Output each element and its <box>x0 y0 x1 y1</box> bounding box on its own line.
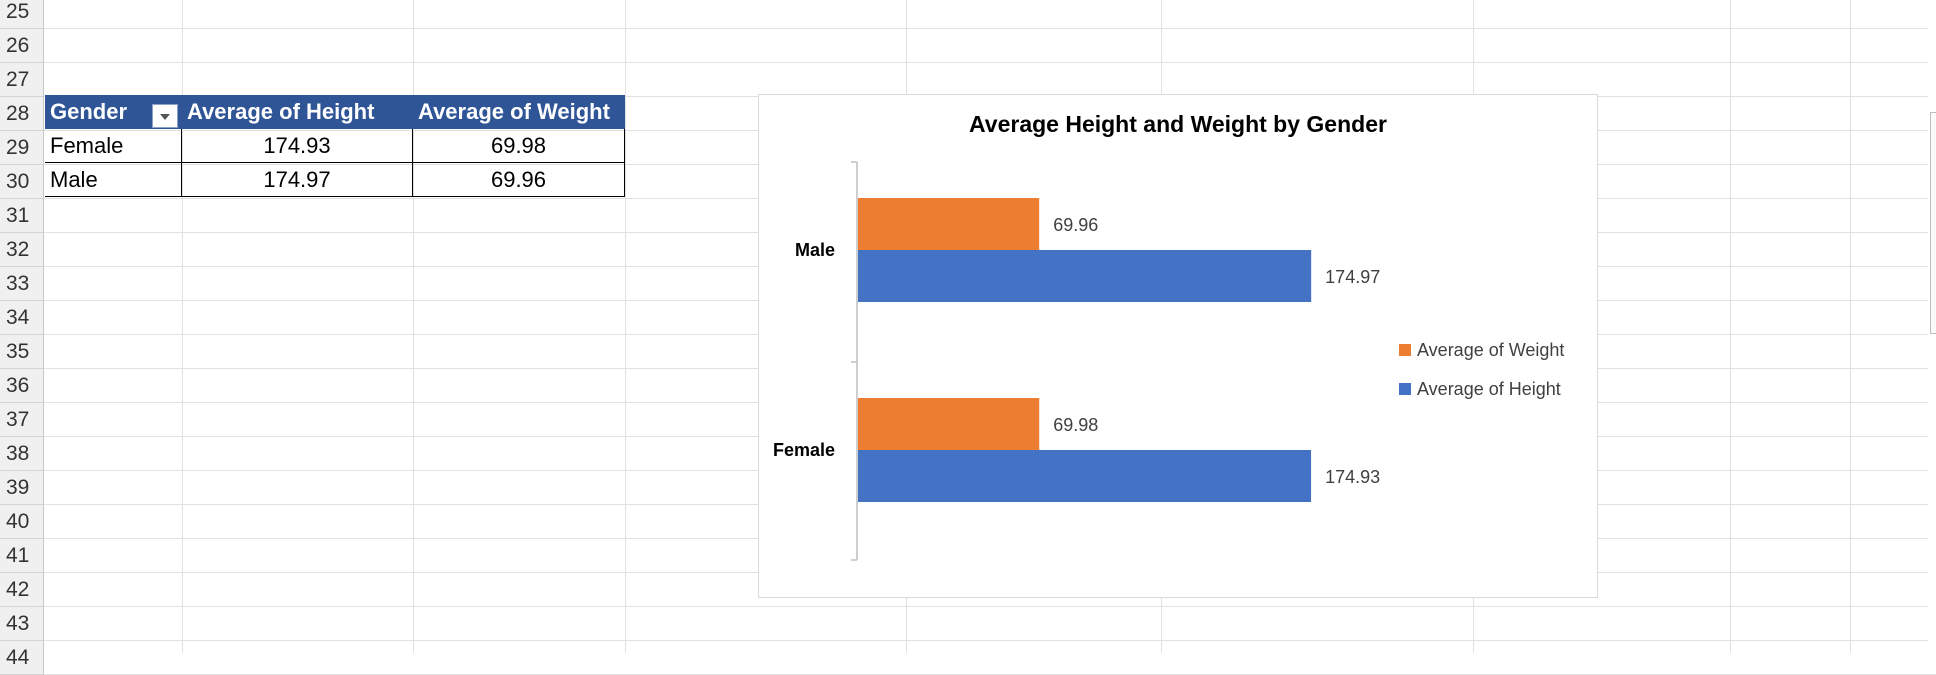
bar-chart: Average Height and Weight by Gender Male… <box>773 111 1564 561</box>
row-header[interactable]: 28 <box>0 97 44 131</box>
pivot-header-height[interactable]: Average of Height <box>182 95 413 129</box>
row-header[interactable]: 35 <box>0 335 44 369</box>
bar-weight-male <box>858 198 1040 250</box>
pivot-cell-height-male[interactable]: 174.97 <box>182 163 413 197</box>
bar-weight-female <box>858 398 1040 450</box>
column-gridline <box>413 0 414 653</box>
row-header[interactable]: 29 <box>0 131 44 165</box>
row-header[interactable]: 26 <box>0 29 44 63</box>
column-gridline <box>625 0 626 653</box>
row-gridline <box>44 62 1936 63</box>
row-header[interactable]: 41 <box>0 539 44 573</box>
row-header[interactable]: 39 <box>0 471 44 505</box>
row-header[interactable]: 40 <box>0 505 44 539</box>
data-label-height-female: 174.93 <box>1325 467 1380 487</box>
chart-title: Average Height and Weight by Gender <box>969 111 1387 137</box>
pivot-cell-gender-male[interactable]: Male <box>45 163 182 197</box>
column-gridline <box>1730 0 1731 653</box>
pivot-cell-weight-male[interactable]: 69.96 <box>413 163 625 197</box>
category-label-male: Male <box>795 240 835 260</box>
row-header[interactable]: 25 <box>0 0 44 29</box>
row-header[interactable]: 32 <box>0 233 44 267</box>
bar-height-male <box>858 250 1312 302</box>
chart-container[interactable]: Average Height and Weight by Gender Male… <box>758 94 1598 598</box>
row-header[interactable]: 31 <box>0 199 44 233</box>
row-header[interactable]: 44 <box>0 641 44 675</box>
row-header[interactable]: 33 <box>0 267 44 301</box>
pivot-header-weight[interactable]: Average of Weight <box>413 95 625 129</box>
row-header[interactable]: 34 <box>0 301 44 335</box>
row-gridline <box>44 28 1936 29</box>
column-gridline <box>182 0 183 653</box>
row-header[interactable]: 37 <box>0 403 44 437</box>
scrollbar-thumb[interactable] <box>1930 112 1936 334</box>
data-label-weight-female: 69.98 <box>1053 415 1098 435</box>
legend-label-weight: Average of Weight <box>1417 340 1564 360</box>
row-gridline <box>44 606 1936 607</box>
row-header[interactable]: 43 <box>0 607 44 641</box>
data-label-height-male: 174.97 <box>1325 267 1380 287</box>
row-header[interactable]: 36 <box>0 369 44 403</box>
legend-swatch-height <box>1399 383 1411 395</box>
category-label-female: Female <box>773 440 835 460</box>
column-gridline <box>1850 0 1851 653</box>
bar-height-female <box>858 450 1312 502</box>
filter-dropdown-button[interactable] <box>152 104 178 128</box>
row-header[interactable]: 42 <box>0 573 44 607</box>
legend-label-height: Average of Height <box>1417 379 1561 399</box>
row-header[interactable]: 30 <box>0 165 44 199</box>
row-header[interactable]: 38 <box>0 437 44 471</box>
data-label-weight-male: 69.96 <box>1053 215 1098 235</box>
pivot-cell-height-female[interactable]: 174.93 <box>182 129 413 163</box>
pivot-cell-weight-female[interactable]: 69.98 <box>413 129 625 163</box>
row-header[interactable]: 27 <box>0 63 44 97</box>
pivot-cell-gender-female[interactable]: Female <box>45 129 182 163</box>
row-gridline <box>44 640 1936 641</box>
legend-swatch-weight <box>1399 344 1411 356</box>
